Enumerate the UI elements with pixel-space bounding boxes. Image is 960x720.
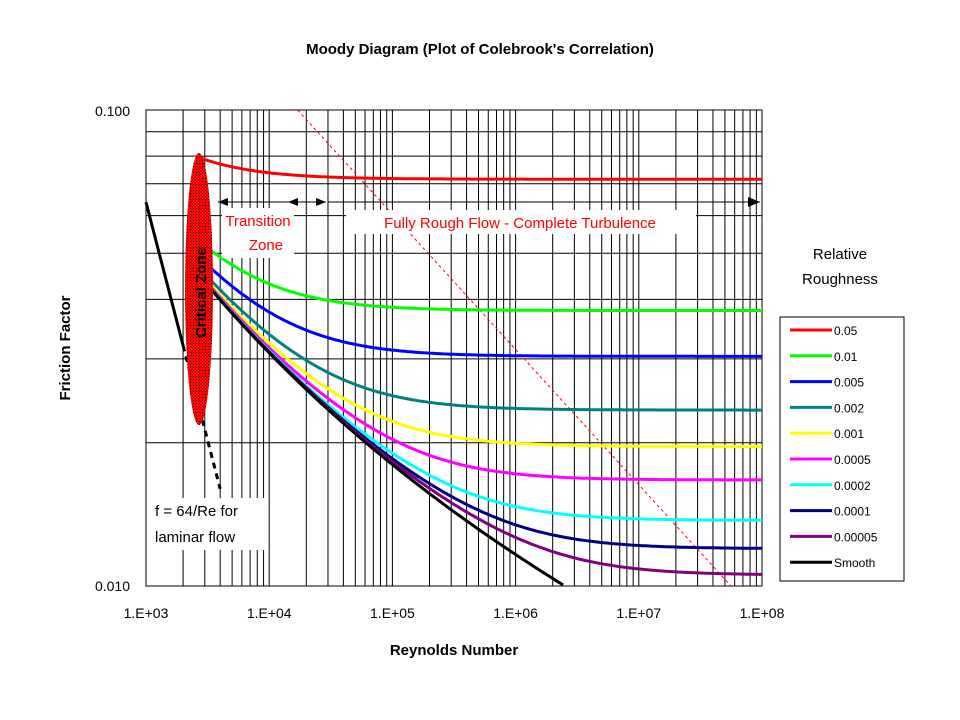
plot-area-border (145, 109, 763, 587)
x-tick-label: 1.E+08 (740, 605, 785, 621)
series-line (199, 274, 762, 482)
transition-arrowhead-right (316, 198, 326, 206)
transition-arrowhead-left (218, 198, 228, 206)
fully-rough-label: Fully Rough Flow - Complete Turbulence (384, 215, 656, 232)
legend-label: 0.05 (834, 324, 858, 338)
legend-label: 0.0002 (834, 479, 871, 493)
critical-zone: Critical Zone (185, 153, 213, 425)
series-line (199, 276, 564, 587)
laminar-line-solid (144, 201, 185, 346)
legend-label: Smooth (834, 556, 875, 570)
series-line (199, 268, 762, 412)
y-axis-title: Friction Factor (57, 295, 74, 400)
fully-rough-label-bg (346, 210, 696, 234)
series-line (200, 241, 762, 312)
fully-rough-arrowhead (748, 197, 760, 207)
critical-zone-label: Critical Zone (193, 247, 210, 338)
legend-label: 0.005 (834, 376, 864, 390)
series-line (200, 257, 762, 358)
transition-arrowhead-mid (288, 198, 298, 206)
x-tick-label: 1.E+04 (247, 605, 292, 621)
x-tick-label: 1.E+07 (616, 605, 661, 621)
fully-rough-boundary-line (297, 109, 732, 587)
legend-label: 0.01 (834, 350, 858, 364)
series-line (199, 276, 762, 550)
legend-label: 0.0001 (834, 505, 871, 519)
y-tick-label-bottom: 0.010 (95, 578, 130, 594)
transition-label-bg (222, 208, 294, 258)
series-line (199, 272, 762, 448)
x-tick-label: 1.E+05 (370, 605, 415, 621)
legend-label: 0.001 (834, 427, 864, 441)
laminar-label-bg (150, 498, 268, 550)
legend-title-line2: Roughness (802, 271, 878, 288)
laminar-label-line1: f = 64/Re for (155, 503, 238, 520)
transition-label-line2: Zone (249, 237, 283, 254)
laminar-label-line2: laminar flow (155, 529, 235, 546)
legend-items: 0.05 0.01 0.005 0.002 0.001 0.0005 0.0002 0.000… (790, 324, 878, 570)
x-tick-labels: 1.E+03 1.E+04 1.E+05 1.E+06 1.E+07 1.E+08 (124, 605, 785, 621)
legend: 0.05 0.01 0.005 0.002 0.001 0.0005 0.0002 0.000… (779, 316, 905, 582)
series-line (200, 156, 762, 181)
series-layer (144, 109, 762, 587)
legend-label: 0.002 (834, 401, 864, 415)
x-tick-label: 1.E+06 (493, 605, 538, 621)
x-tick-label: 1.E+03 (124, 605, 169, 621)
chart-title: Moody Diagram (Plot of Colebrook's Corre… (306, 41, 654, 58)
y-tick-label-top: 0.100 (95, 103, 130, 119)
transition-annotation: Transition Zone (218, 198, 326, 258)
series-line (199, 275, 762, 522)
legend-label: 0.00005 (834, 530, 878, 544)
fully-rough-annotation: Fully Rough Flow - Complete Turbulence (328, 197, 760, 234)
x-axis-title: Reynolds Number (390, 642, 519, 659)
transition-label-line1: Transition (225, 213, 290, 230)
legend-title-line1: Relative (813, 246, 867, 263)
legend-label: 0.0005 (834, 453, 871, 467)
critical-zone-ellipse (185, 153, 213, 425)
laminar-annotation: f = 64/Re for laminar flow (150, 498, 268, 550)
